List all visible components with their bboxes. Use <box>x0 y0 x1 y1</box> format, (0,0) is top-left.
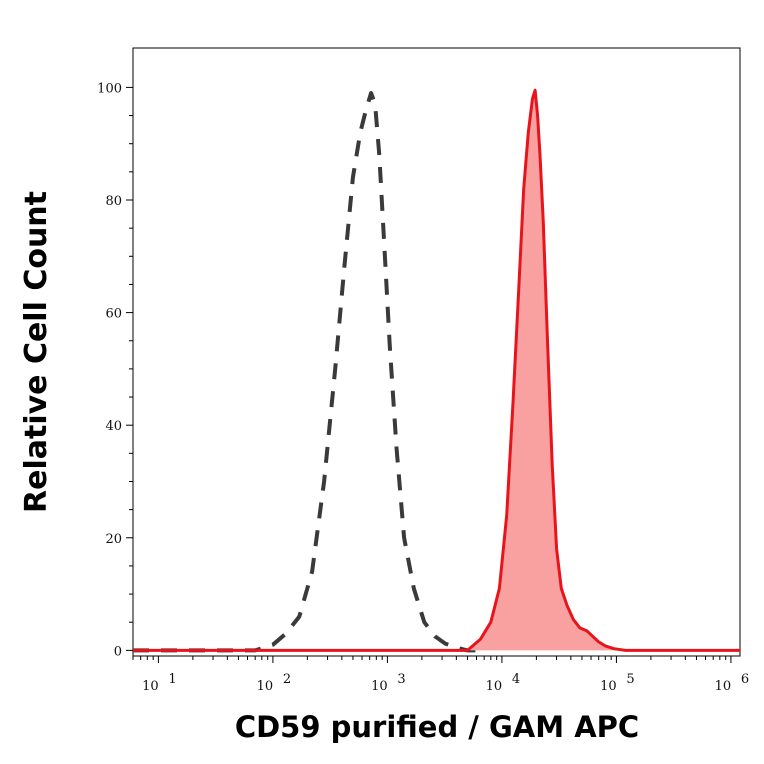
x-tick-exponent: 5 <box>626 672 634 687</box>
x-tick-exponent: 1 <box>168 672 176 687</box>
y-tick-label: 60 <box>105 307 122 322</box>
x-tick-exponent: 6 <box>741 672 749 687</box>
y-tick-label: 0 <box>114 644 122 659</box>
x-tick-label: 10 <box>257 679 274 694</box>
series-1-line <box>133 91 477 653</box>
x-tick-label: 10 <box>600 679 617 694</box>
x-tick-label: 10 <box>371 679 388 694</box>
y-tick-label: 80 <box>105 194 122 209</box>
x-axis-label: CD59 purified / GAM APC <box>235 710 639 744</box>
x-tick-exponent: 4 <box>512 672 520 687</box>
y-axis-label: Relative Cell Count <box>19 191 54 513</box>
x-tick-label: 10 <box>142 679 159 694</box>
x-tick-exponent: 2 <box>283 672 291 687</box>
y-tick-label: 100 <box>97 81 122 96</box>
y-tick-label: 20 <box>105 532 122 547</box>
y-axis-ticks: 0 20 40 60 80 100 <box>97 81 133 659</box>
series-2-fill <box>133 90 740 651</box>
x-axis-ticks: 10 1 10 2 10 3 10 4 10 5 10 6 <box>132 656 749 694</box>
series-2-line <box>133 88 740 652</box>
x-tick-label: 10 <box>486 679 503 694</box>
series-layer <box>133 88 740 653</box>
y-tick-label: 40 <box>105 419 122 434</box>
x-tick-label: 10 <box>715 679 732 694</box>
plot-area-frame <box>132 47 741 657</box>
x-tick-exponent: 3 <box>397 672 405 687</box>
